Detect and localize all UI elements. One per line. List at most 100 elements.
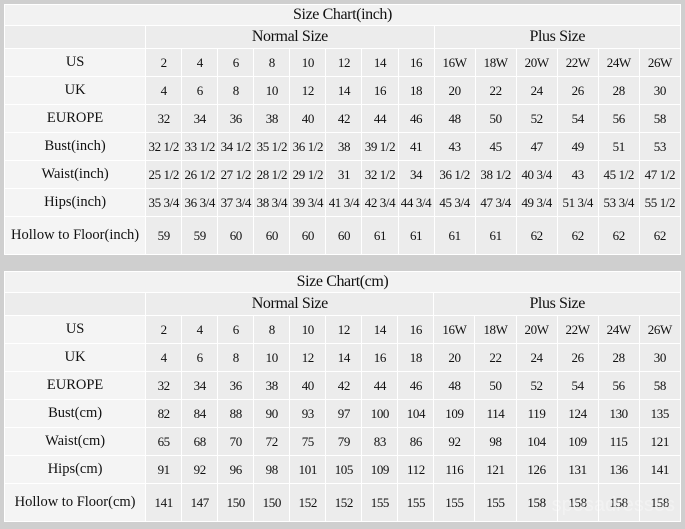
size-cell: 32 xyxy=(145,104,183,133)
size-cell: 124 xyxy=(556,399,599,428)
size-cell: 100 xyxy=(361,399,399,428)
size-cell: 22 xyxy=(474,76,517,105)
size-cell: 34 xyxy=(397,160,435,189)
size-cell: 84 xyxy=(181,399,219,428)
size-cell: 54 xyxy=(556,371,599,400)
size-cell: 26W xyxy=(638,315,682,344)
size-cell: 16 xyxy=(397,315,435,344)
size-cell: 8 xyxy=(217,76,255,105)
size-cell: 136 xyxy=(597,455,640,484)
size-cell: 65 xyxy=(145,427,183,456)
size-cell: 38 1/2 xyxy=(474,160,517,189)
size-cell: 86 xyxy=(397,427,435,456)
size-cell: 8 xyxy=(217,343,255,372)
size-cell: 104 xyxy=(397,399,435,428)
size-cell: 32 xyxy=(145,371,183,400)
size-cell: 96 xyxy=(217,455,255,484)
size-cell: 38 xyxy=(253,104,291,133)
size-cell: 61 xyxy=(361,216,399,255)
size-cell: 43 xyxy=(556,160,599,189)
size-cell: 24W xyxy=(597,48,640,77)
size-cell: 46 xyxy=(397,104,435,133)
table-row: US 2 4 6 8 10 12 14 16 16W 18W 20W 22W 24W 26W xyxy=(3,315,682,344)
table-row: EUROPE 32 34 36 38 40 42 44 46 48 50 52 54 56 58 xyxy=(3,104,682,133)
size-cell: 155 xyxy=(474,483,517,522)
size-chart-cm: Size Chart(cm) Normal Size Plus Size US 2 4… xyxy=(3,271,682,522)
size-cell: 14 xyxy=(325,76,363,105)
size-cell: 79 xyxy=(325,427,363,456)
size-cell: 36 xyxy=(217,104,255,133)
size-cell: 155 xyxy=(433,483,476,522)
size-cell: 92 xyxy=(433,427,476,456)
size-cell: 36 1/2 xyxy=(433,160,476,189)
row-label: Bust(cm) xyxy=(3,399,147,428)
size-cell: 104 xyxy=(515,427,558,456)
table-row: UK 4 6 8 10 12 14 16 18 20 22 24 26 28 30 xyxy=(3,76,682,105)
size-cell: 8 xyxy=(253,48,291,77)
size-cell: 109 xyxy=(556,427,599,456)
size-cell: 91 xyxy=(145,455,183,484)
size-cell: 90 xyxy=(253,399,291,428)
size-cell: 53 xyxy=(638,132,682,161)
size-cell: 6 xyxy=(217,315,255,344)
size-cell: 72 xyxy=(253,427,291,456)
size-cell: 36 3/4 xyxy=(181,188,219,217)
size-cell: 26 xyxy=(556,76,599,105)
size-cell: 35 1/2 xyxy=(253,132,291,161)
size-cell: 116 xyxy=(433,455,476,484)
size-cell: 16 xyxy=(361,76,399,105)
size-cell: 24W xyxy=(597,315,640,344)
size-cell: 32 1/2 xyxy=(145,132,183,161)
size-cell: 28 xyxy=(597,343,640,372)
size-cell: 14 xyxy=(361,315,399,344)
table-row: US 2 4 6 8 10 12 14 16 16W 18W 20W 22W 24W 26W xyxy=(3,48,682,77)
table-row: Bust(inch) 32 1/2 33 1/2 34 1/2 35 1/2 36 1/2… xyxy=(3,132,682,161)
size-cell: 61 xyxy=(433,216,476,255)
size-cell: 20W xyxy=(515,48,558,77)
size-cell: 158 xyxy=(638,483,682,522)
size-cell: 36 xyxy=(217,371,255,400)
size-cell: 43 xyxy=(433,132,476,161)
size-cell: 60 xyxy=(217,216,255,255)
row-label: Waist(cm) xyxy=(3,427,147,456)
size-cell: 6 xyxy=(217,48,255,77)
size-cell: 60 xyxy=(289,216,327,255)
size-cell: 56 xyxy=(597,104,640,133)
size-cell: 18W xyxy=(474,315,517,344)
size-cell: 121 xyxy=(474,455,517,484)
size-cell: 121 xyxy=(638,427,682,456)
size-cell: 22 xyxy=(474,343,517,372)
size-cell: 26 1/2 xyxy=(181,160,219,189)
size-cell: 16W xyxy=(433,48,476,77)
size-cell: 150 xyxy=(253,483,291,522)
size-cell: 27 1/2 xyxy=(217,160,255,189)
row-label: US xyxy=(3,315,147,344)
size-cell: 53 3/4 xyxy=(597,188,640,217)
row-label: Hips(inch) xyxy=(3,188,147,217)
size-cell: 40 xyxy=(289,371,327,400)
size-cell: 35 3/4 xyxy=(145,188,183,217)
size-cell: 18 xyxy=(397,343,435,372)
size-cell: 52 xyxy=(515,104,558,133)
size-cell: 39 3/4 xyxy=(289,188,327,217)
size-cell: 44 xyxy=(361,371,399,400)
size-cell: 83 xyxy=(361,427,399,456)
size-cell: 131 xyxy=(556,455,599,484)
row-label: UK xyxy=(3,343,147,372)
size-cell: 25 1/2 xyxy=(145,160,183,189)
size-cell: 98 xyxy=(253,455,291,484)
size-cell: 36 1/2 xyxy=(289,132,327,161)
size-cell: 2 xyxy=(145,315,183,344)
size-cell: 50 xyxy=(474,104,517,133)
size-cell: 58 xyxy=(638,104,682,133)
size-cell: 68 xyxy=(181,427,219,456)
size-cell: 50 xyxy=(474,371,517,400)
size-cell: 62 xyxy=(597,216,640,255)
size-cell: 2 xyxy=(145,48,183,77)
size-cell: 10 xyxy=(289,315,327,344)
size-cell: 75 xyxy=(289,427,327,456)
size-cell: 4 xyxy=(145,76,183,105)
size-cell: 10 xyxy=(289,48,327,77)
size-cell: 16W xyxy=(433,315,476,344)
size-cell: 45 xyxy=(474,132,517,161)
